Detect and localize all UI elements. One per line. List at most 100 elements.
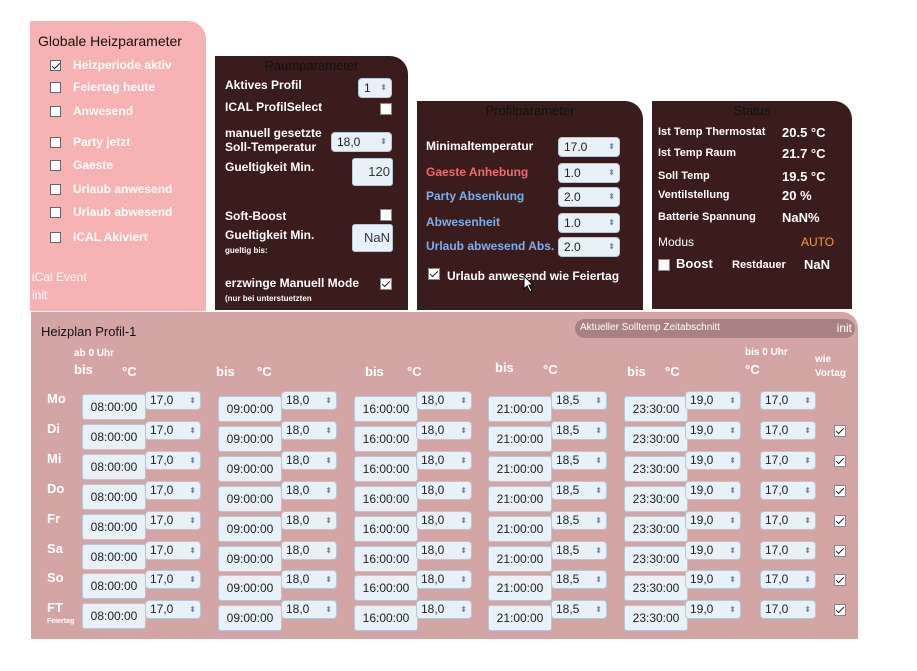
time-input[interactable]: 21:00:00 bbox=[488, 396, 552, 422]
time-input[interactable]: 09:00:00 bbox=[218, 516, 282, 542]
time-input[interactable]: 16:00:00 bbox=[354, 575, 418, 601]
globale-item-checkbox[interactable] bbox=[50, 159, 61, 171]
temp-select[interactable]: 18,0 bbox=[416, 511, 472, 530]
temp-select[interactable]: 17,0 bbox=[760, 421, 816, 440]
temp-select[interactable]: 17,0 bbox=[145, 511, 201, 530]
temp-select[interactable]: 18,0 bbox=[416, 600, 472, 619]
time-input[interactable]: 16:00:00 bbox=[354, 486, 418, 512]
time-input[interactable]: 16:00:00 bbox=[354, 516, 418, 542]
profil-param-select[interactable]: 1.0 bbox=[558, 213, 620, 233]
time-input[interactable]: 09:00:00 bbox=[218, 456, 282, 482]
time-input[interactable]: 23:30:00 bbox=[624, 605, 688, 631]
boost-checkbox[interactable] bbox=[658, 259, 670, 271]
temp-select[interactable]: 18,5 bbox=[551, 570, 607, 589]
softboost-checkbox[interactable] bbox=[380, 209, 392, 221]
time-input[interactable]: 08:00:00 bbox=[82, 394, 146, 420]
time-input[interactable]: 21:00:00 bbox=[488, 426, 552, 452]
time-input[interactable]: 21:00:00 bbox=[488, 516, 552, 542]
wie-vortag-checkbox[interactable] bbox=[834, 515, 846, 527]
time-input[interactable]: 16:00:00 bbox=[354, 396, 418, 422]
wie-vortag-checkbox[interactable] bbox=[834, 604, 846, 616]
temp-select[interactable]: 17,0 bbox=[760, 451, 816, 470]
time-input[interactable]: 09:00:00 bbox=[218, 605, 282, 631]
time-input[interactable]: 21:00:00 bbox=[488, 546, 552, 572]
globale-item[interactable]: Anwesend bbox=[50, 103, 133, 119]
temp-select[interactable]: 17,0 bbox=[760, 391, 816, 410]
time-input[interactable]: 16:00:00 bbox=[354, 546, 418, 572]
time-input[interactable]: 23:30:00 bbox=[624, 426, 688, 452]
temp-select[interactable]: 18,5 bbox=[551, 541, 607, 560]
globale-item[interactable]: Party jetzt bbox=[50, 134, 130, 150]
time-input[interactable]: 23:30:00 bbox=[624, 575, 688, 601]
globale-item[interactable]: ICAL Akiviert bbox=[50, 229, 148, 245]
time-input[interactable]: 21:00:00 bbox=[488, 605, 552, 631]
time-input[interactable]: 08:00:00 bbox=[82, 544, 146, 570]
temp-select[interactable]: 18,0 bbox=[281, 600, 337, 619]
heizplan-init[interactable]: init bbox=[836, 321, 852, 335]
temp-select[interactable]: 18,0 bbox=[281, 451, 337, 470]
temp-select[interactable]: 17,0 bbox=[760, 570, 816, 589]
time-input[interactable]: 08:00:00 bbox=[82, 573, 146, 599]
aktives-profil-select[interactable]: 1 bbox=[358, 78, 392, 98]
time-input[interactable]: 23:30:00 bbox=[624, 396, 688, 422]
time-input[interactable]: 16:00:00 bbox=[354, 426, 418, 452]
temp-select[interactable]: 17,0 bbox=[760, 511, 816, 530]
time-input[interactable]: 23:30:00 bbox=[624, 456, 688, 482]
temp-select[interactable]: 19,0 bbox=[685, 391, 741, 410]
temp-select[interactable]: 19,0 bbox=[685, 600, 741, 619]
time-input[interactable]: 09:00:00 bbox=[218, 486, 282, 512]
globale-item[interactable]: Urlaub anwesend bbox=[50, 181, 172, 197]
time-input[interactable]: 08:00:00 bbox=[82, 514, 146, 540]
temp-select[interactable]: 17,0 bbox=[760, 541, 816, 560]
profil-param-select[interactable]: 17.0 bbox=[558, 137, 620, 157]
globale-item-checkbox[interactable] bbox=[50, 59, 61, 71]
erzwinge-checkbox[interactable] bbox=[380, 278, 392, 290]
temp-select[interactable]: 18,0 bbox=[416, 541, 472, 560]
temp-select[interactable]: 19,0 bbox=[685, 451, 741, 470]
globale-item-checkbox[interactable] bbox=[50, 206, 61, 218]
temp-select[interactable]: 17,0 bbox=[145, 481, 201, 500]
temp-select[interactable]: 17,0 bbox=[145, 570, 201, 589]
temp-select[interactable]: 18,0 bbox=[281, 541, 337, 560]
gueltigkeit-input[interactable]: 120 bbox=[352, 158, 393, 186]
time-input[interactable]: 21:00:00 bbox=[488, 456, 552, 482]
wie-vortag-checkbox[interactable] bbox=[834, 485, 846, 497]
manuell-soll-select[interactable]: 18,0 bbox=[331, 132, 392, 152]
time-input[interactable]: 23:30:00 bbox=[624, 516, 688, 542]
temp-select[interactable]: 18,0 bbox=[416, 391, 472, 410]
temp-select[interactable]: 18,5 bbox=[551, 481, 607, 500]
time-input[interactable]: 09:00:00 bbox=[218, 396, 282, 422]
temp-select[interactable]: 19,0 bbox=[685, 421, 741, 440]
globale-item[interactable]: Feiertag heute bbox=[50, 79, 155, 95]
temp-select[interactable]: 18,5 bbox=[551, 511, 607, 530]
temp-select[interactable]: 18,5 bbox=[551, 391, 607, 410]
temp-select[interactable]: 18,5 bbox=[551, 600, 607, 619]
globale-item-checkbox[interactable] bbox=[50, 231, 61, 243]
time-input[interactable]: 08:00:00 bbox=[82, 454, 146, 480]
temp-select[interactable]: 18,0 bbox=[416, 570, 472, 589]
temp-select[interactable]: 17,0 bbox=[145, 391, 201, 410]
globale-item-checkbox[interactable] bbox=[50, 136, 61, 148]
globale-item[interactable]: Gaeste bbox=[50, 157, 113, 173]
time-input[interactable]: 21:00:00 bbox=[488, 575, 552, 601]
temp-select[interactable]: 18,0 bbox=[281, 421, 337, 440]
temp-select[interactable]: 17,0 bbox=[145, 451, 201, 470]
time-input[interactable]: 21:00:00 bbox=[488, 486, 552, 512]
time-input[interactable]: 16:00:00 bbox=[354, 456, 418, 482]
time-input[interactable]: 08:00:00 bbox=[82, 484, 146, 510]
globale-item[interactable]: Heizperiode aktiv bbox=[50, 57, 172, 73]
globale-item-checkbox[interactable] bbox=[50, 105, 61, 117]
temp-select[interactable]: 18,0 bbox=[416, 481, 472, 500]
globale-item-checkbox[interactable] bbox=[50, 183, 61, 195]
wie-vortag-checkbox[interactable] bbox=[834, 574, 846, 586]
gueltigkeit2-input[interactable]: NaN bbox=[352, 224, 393, 252]
profil-param-select[interactable]: 1.0 bbox=[558, 163, 620, 183]
time-input[interactable]: 23:30:00 bbox=[624, 486, 688, 512]
temp-select[interactable]: 17,0 bbox=[145, 421, 201, 440]
urlaub-wie-feiertag-checkbox[interactable] bbox=[428, 268, 440, 280]
temp-select[interactable]: 19,0 bbox=[685, 570, 741, 589]
time-input[interactable]: 08:00:00 bbox=[82, 603, 146, 629]
profil-param-select[interactable]: 2.0 bbox=[558, 237, 620, 257]
time-input[interactable]: 09:00:00 bbox=[218, 426, 282, 452]
time-input[interactable]: 08:00:00 bbox=[82, 424, 146, 450]
